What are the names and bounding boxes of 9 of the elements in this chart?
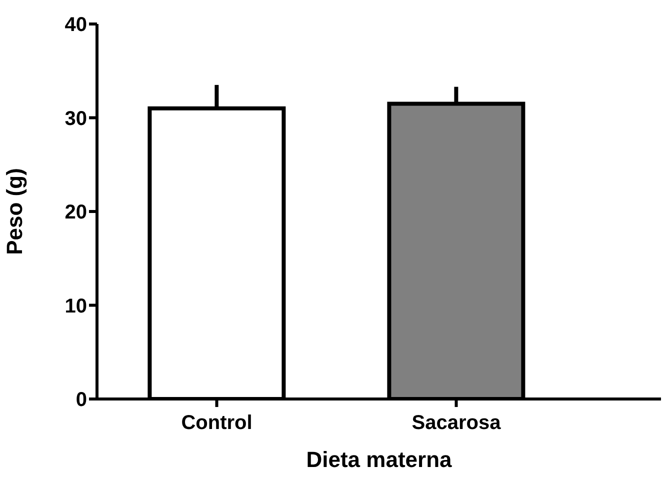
x-tick-label: Sacarosa [412, 412, 502, 434]
x-tick-label: Control [181, 412, 252, 434]
y-tick-label: 10 [64, 295, 87, 318]
y-tick-label: 0 [76, 389, 87, 412]
x-axis-title: Dieta materna [306, 447, 453, 472]
y-tick-label: 30 [64, 108, 87, 130]
y-tick-label: 20 [64, 202, 87, 224]
y-axis-title: Peso (g) [2, 168, 27, 255]
y-tick-label: 40 [64, 14, 87, 36]
